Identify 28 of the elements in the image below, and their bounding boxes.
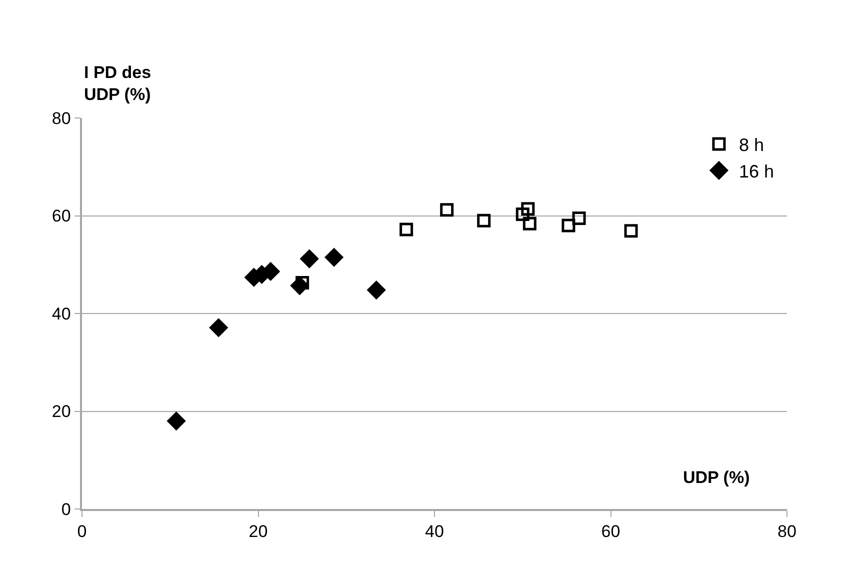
y-tick-label: 0 (61, 500, 71, 519)
point (324, 248, 344, 266)
point (562, 218, 576, 232)
y-tick-label: 40 (52, 304, 71, 324)
point (210, 318, 228, 337)
y-tick-label: 80 (52, 108, 71, 128)
point (167, 412, 186, 430)
point (400, 222, 414, 236)
legend-label: 8 h (738, 135, 764, 156)
point (624, 224, 638, 238)
y-axis-title: I PD des UDP (%) (84, 63, 152, 104)
x-tick-label: 40 (425, 522, 444, 542)
y-tick-label: 20 (52, 402, 71, 422)
x-tick-label: 20 (248, 522, 268, 542)
x-axis-title: UDP (%) (683, 468, 750, 487)
x-tick-label: 0 (77, 522, 87, 542)
point (477, 214, 491, 228)
point (521, 202, 535, 216)
y-tick-label: 60 (52, 206, 71, 226)
point (572, 211, 586, 225)
legend-label: 16 h (738, 161, 774, 182)
point (440, 203, 454, 217)
point (300, 250, 318, 268)
x-tick-label: 60 (601, 522, 620, 542)
point (522, 216, 536, 230)
point (516, 208, 530, 222)
x-tick-label: 80 (778, 522, 796, 542)
point (367, 280, 386, 300)
